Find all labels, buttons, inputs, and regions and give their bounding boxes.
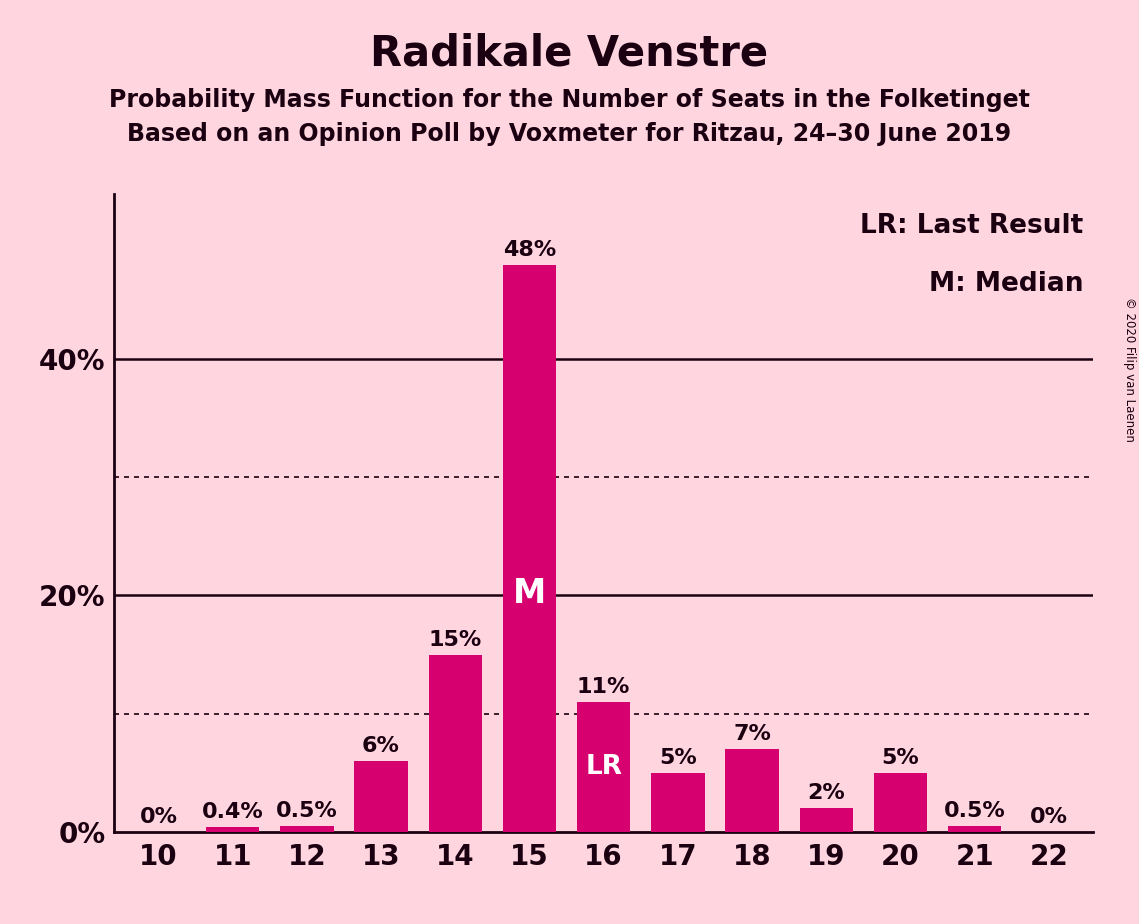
- Bar: [206, 827, 260, 832]
- Text: 11%: 11%: [577, 677, 630, 697]
- Bar: [800, 808, 853, 832]
- Bar: [502, 265, 556, 832]
- Text: 0.4%: 0.4%: [202, 802, 263, 822]
- Bar: [280, 826, 334, 832]
- Text: 7%: 7%: [734, 724, 771, 744]
- Text: Radikale Venstre: Radikale Venstre: [370, 32, 769, 74]
- Text: M: M: [513, 578, 546, 610]
- Bar: [428, 654, 482, 832]
- Text: 0.5%: 0.5%: [944, 801, 1006, 821]
- Text: M: Median: M: Median: [929, 271, 1083, 297]
- Text: 0%: 0%: [139, 807, 178, 827]
- Text: © 2020 Filip van Laenen: © 2020 Filip van Laenen: [1123, 298, 1137, 442]
- Text: LR: Last Result: LR: Last Result: [860, 213, 1083, 239]
- Bar: [354, 760, 408, 832]
- Text: 5%: 5%: [659, 748, 697, 768]
- Text: 6%: 6%: [362, 736, 400, 756]
- Bar: [874, 772, 927, 832]
- Text: Based on an Opinion Poll by Voxmeter for Ritzau, 24–30 June 2019: Based on an Opinion Poll by Voxmeter for…: [128, 122, 1011, 146]
- Text: 0.5%: 0.5%: [276, 801, 338, 821]
- Bar: [577, 701, 630, 832]
- Text: 5%: 5%: [882, 748, 919, 768]
- Text: 0%: 0%: [1030, 807, 1068, 827]
- Bar: [948, 826, 1001, 832]
- Text: 15%: 15%: [428, 630, 482, 650]
- Text: Probability Mass Function for the Number of Seats in the Folketinget: Probability Mass Function for the Number…: [109, 88, 1030, 112]
- Text: 2%: 2%: [808, 784, 845, 803]
- Bar: [652, 772, 705, 832]
- Text: 48%: 48%: [502, 240, 556, 261]
- Text: LR: LR: [585, 754, 622, 780]
- Bar: [726, 749, 779, 832]
